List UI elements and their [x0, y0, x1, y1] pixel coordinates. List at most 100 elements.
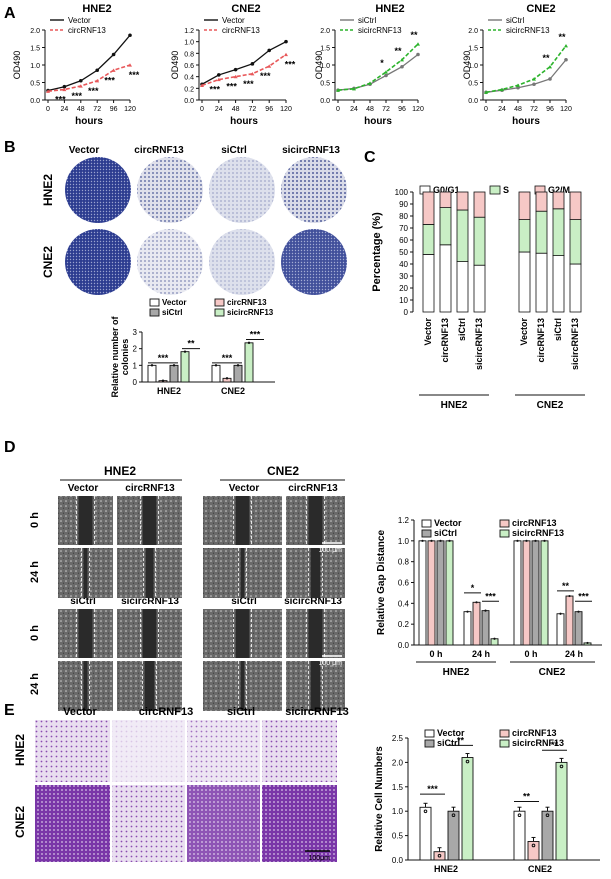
y-tick-label: 40 — [399, 260, 408, 269]
legend-label: S — [503, 185, 509, 195]
legend-swatch — [424, 729, 435, 738]
legend-label: sicircRNF13 — [506, 26, 550, 35]
significance-label: ** — [558, 32, 566, 42]
data-point — [564, 57, 568, 62]
x-tick-label: sicircRNF13 — [570, 318, 580, 370]
legend-swatch — [149, 298, 160, 307]
y-tick-label: 90 — [399, 200, 408, 209]
x-tick-label: 24 — [61, 106, 69, 113]
bar — [481, 610, 490, 646]
colony-dish — [281, 157, 347, 223]
y-tick-label: 2 — [133, 345, 138, 354]
wound-scale-label: 100 μm — [319, 547, 343, 554]
x-tick-label: 120 — [124, 106, 136, 113]
transwell-col-label: sicircRNF13 — [285, 706, 349, 718]
colony-dish — [65, 157, 131, 223]
data-point — [128, 63, 132, 67]
series-line — [201, 53, 287, 87]
x-tick-label: 48 — [366, 106, 374, 113]
wound-top-label: Vector — [68, 483, 99, 494]
data-point — [46, 89, 50, 93]
wound-top-label: circRNF13 — [288, 483, 338, 494]
y-tick-label: 0.0 — [320, 98, 330, 105]
wound-time-label: 24 h — [29, 673, 41, 695]
stacked-bar-segment — [552, 255, 565, 313]
data-point — [439, 539, 442, 542]
stacked-bar-segment — [569, 263, 582, 313]
data-point — [559, 764, 564, 769]
y-tick-label: 0.4 — [398, 599, 410, 608]
data-point — [516, 83, 520, 87]
y-tick-label: 10 — [399, 296, 408, 305]
data-point — [568, 594, 571, 598]
significance-label: *** — [578, 591, 589, 601]
x-axis-label: hours — [364, 116, 392, 127]
data-point — [577, 610, 580, 613]
legend-label: G0/G1 — [433, 185, 460, 195]
data-point — [250, 71, 255, 76]
wound-group-label-hne2: HNE2 — [104, 464, 136, 478]
bar — [574, 611, 583, 646]
data-point — [416, 42, 420, 46]
y-tick-label: 1.5 — [468, 46, 478, 53]
data-point — [465, 759, 470, 764]
x-tick-label: siCtrl — [553, 318, 563, 341]
significance-label: *** — [88, 86, 99, 96]
data-point — [493, 637, 496, 640]
x-tick-label: CNE2 — [528, 864, 552, 874]
series-line — [485, 59, 567, 93]
data-point — [250, 62, 255, 66]
legend-label: siCtrl — [434, 528, 457, 538]
data-point — [233, 74, 238, 79]
data-point — [368, 81, 372, 85]
bar-chart-cell-numbers: 0.0 0.5 1.0 1.5 2.0 2.5 Relative Cell Numbers V… — [374, 728, 600, 874]
panel-letter-c: C — [364, 149, 376, 166]
y-axis-label: Percentage (%) — [371, 212, 383, 292]
bar — [461, 757, 474, 861]
wound-gap — [145, 548, 154, 598]
data-point — [352, 87, 356, 91]
wound-time-label: 24 h — [29, 561, 41, 583]
transwell-col-label: circRNF13 — [139, 706, 193, 718]
x-axis-label: hours — [230, 116, 258, 127]
transwell-col-label: siCtrl — [227, 706, 255, 718]
significance-label: *** — [104, 75, 115, 85]
wound-scale-label: 100 μm — [319, 660, 343, 667]
x-axis-label: hours — [512, 116, 540, 127]
x-tick-label: 120 — [280, 106, 292, 113]
data-point — [161, 379, 165, 382]
bar — [513, 810, 526, 861]
panel-letter-e: E — [4, 702, 15, 719]
x-tick-label: 0 — [484, 106, 488, 113]
x-tick-label: 72 — [93, 106, 101, 113]
y-tick-label: 2.0 — [30, 28, 40, 35]
y-tick-label: 1.0 — [184, 40, 194, 47]
bar — [556, 613, 565, 646]
y-tick-label: 0.5 — [320, 81, 330, 88]
group-label: HNE2 — [443, 667, 470, 678]
y-axis-label: OD490 — [314, 51, 324, 80]
line-chart-a1: HNE2 0.0 0.5 1.0 1.5 2.0 0 24 48 72 96 120 hours OD49… — [12, 3, 140, 127]
wound-gap — [144, 661, 155, 711]
x-tick-label: 24 — [350, 106, 358, 113]
significance-label: *** — [260, 71, 271, 81]
wound-bottom-label: siCtrl — [231, 596, 257, 607]
y-axis-label: OD490 — [462, 51, 472, 80]
data-point — [95, 68, 99, 73]
wound-gap — [83, 548, 88, 598]
y-tick-label: 2.5 — [392, 734, 404, 743]
x-tick-label: Vector — [519, 318, 529, 346]
significance-label: *** — [250, 330, 261, 340]
transwell-row-label: CNE2 — [13, 806, 27, 838]
legend-label: Vector — [68, 16, 91, 25]
legend-label: siCtrl — [437, 738, 460, 748]
y-axis-label: Relative Cell Numbers — [374, 746, 385, 852]
x-axis-label: hours — [75, 116, 103, 127]
wound-gap — [142, 496, 157, 545]
bar — [211, 364, 221, 383]
stacked-bar-segment — [439, 191, 452, 208]
data-point — [543, 539, 546, 542]
y-tick-label: 0.5 — [392, 832, 404, 841]
bar — [419, 806, 432, 861]
stacked-bar-segment — [473, 216, 486, 266]
